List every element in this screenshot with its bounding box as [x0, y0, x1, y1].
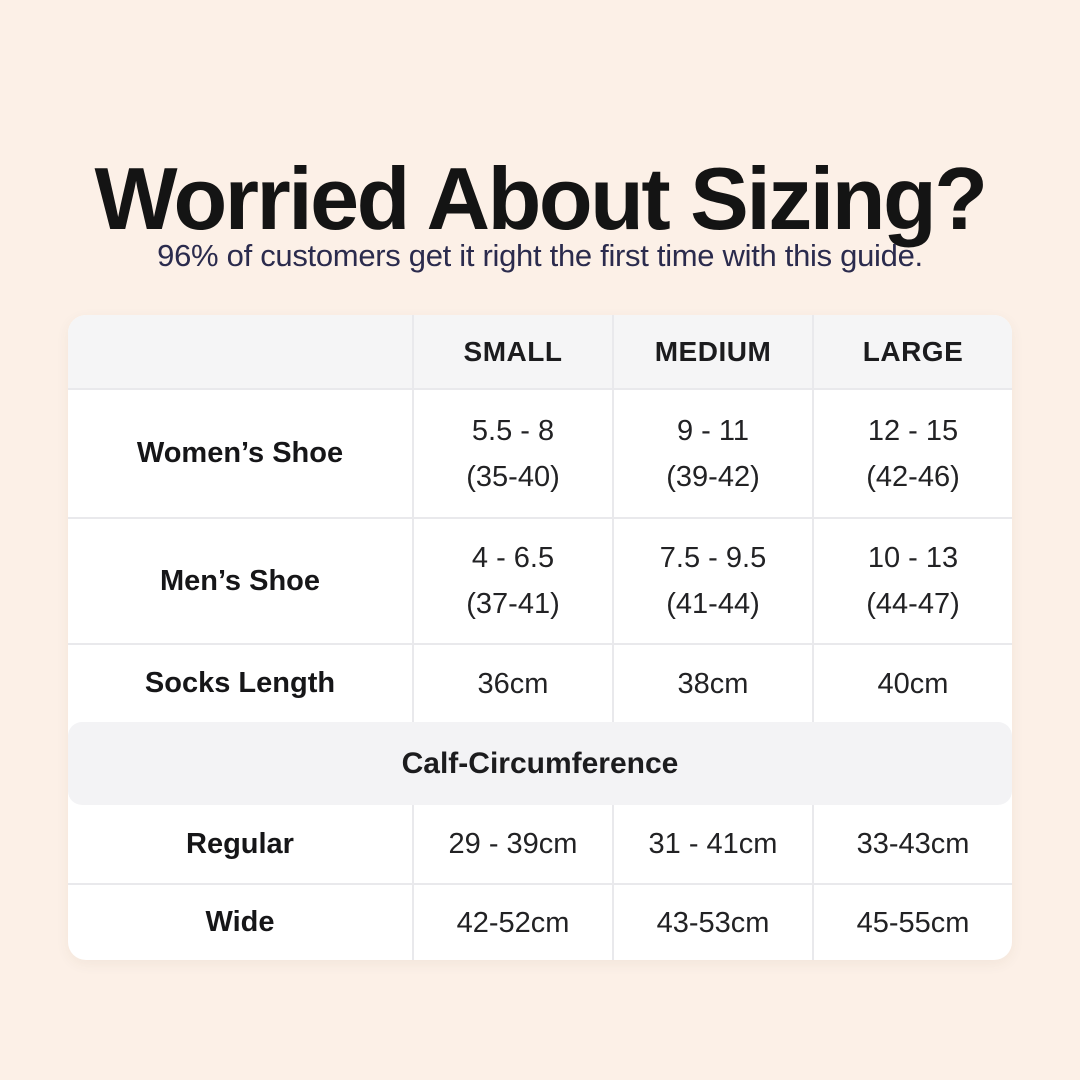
- cell-wide-large: 45-55cm: [812, 885, 1012, 960]
- cell-value: 38cm: [677, 667, 749, 700]
- cell-wide-small: 42-52cm: [412, 885, 612, 960]
- cell-value: 12 - 15: [867, 414, 959, 447]
- cell-value: 36cm: [477, 667, 549, 700]
- table-row-womens-shoe: Women’s Shoe 5.5 - 8 (35-40) 9 - 11 (39-…: [68, 388, 1012, 517]
- cell-regular-medium: 31 - 41cm: [612, 805, 812, 883]
- cell-womens-large: 12 - 15 (42-46): [812, 390, 1012, 517]
- cell-value: 7.5 - 9.5: [659, 542, 767, 574]
- page-title: Worried About Sizing?: [94, 148, 988, 248]
- row-label-cell: Women’s Shoe: [68, 390, 412, 517]
- row-label: Socks Length: [144, 667, 336, 699]
- cell-value-eu: (41-44): [666, 588, 760, 620]
- cell-value: 45-55cm: [856, 906, 970, 939]
- cell-value-eu: (44-47): [866, 588, 960, 620]
- cell-mens-medium: 7.5 - 9.5 (41-44): [612, 519, 812, 643]
- cell-value: 43-53cm: [656, 906, 770, 939]
- page-subtitle: 96% of customers get it right the first …: [157, 238, 923, 273]
- row-label: Women’s Shoe: [136, 437, 344, 469]
- cell-womens-medium: 9 - 11 (39-42): [612, 390, 812, 517]
- row-label: Men’s Shoe: [159, 564, 321, 597]
- cell-value: 9 - 11: [676, 414, 749, 447]
- header-cell-empty: [68, 315, 412, 388]
- sizing-table: SMALL MEDIUM LARGE Women’s Shoe 5.5 - 8 …: [68, 315, 1012, 960]
- row-label-cell: Men’s Shoe: [68, 519, 412, 643]
- cell-value: 31 - 41cm: [648, 828, 778, 860]
- cell-value: 29 - 39cm: [448, 828, 578, 860]
- cell-wide-medium: 43-53cm: [612, 885, 812, 960]
- cell-mens-large: 10 - 13 (44-47): [812, 519, 1012, 643]
- cell-value: 33-43cm: [856, 828, 970, 860]
- cell-value-eu: (42-46): [866, 460, 960, 493]
- cell-socks-small: 36cm: [412, 645, 612, 722]
- cell-value: 4 - 6.5: [471, 542, 555, 574]
- row-label-cell: Socks Length: [68, 645, 412, 722]
- table-row-wide: Wide 42-52cm 43-53cm 45-55cm: [68, 883, 1012, 960]
- cell-womens-small: 5.5 - 8 (35-40): [412, 390, 612, 517]
- cell-regular-large: 33-43cm: [812, 805, 1012, 883]
- cell-socks-large: 40cm: [812, 645, 1012, 722]
- row-label: Regular: [186, 827, 294, 860]
- row-label-cell: Wide: [68, 885, 412, 960]
- column-header-small: SMALL: [463, 335, 563, 367]
- cell-value: 42-52cm: [456, 906, 570, 939]
- cell-value-eu: (37-41): [466, 588, 560, 620]
- cell-value-eu: (35-40): [466, 460, 560, 493]
- table-row-socks-length: Socks Length 36cm 38cm 40cm: [68, 643, 1012, 722]
- header-cell-large: LARGE: [812, 315, 1012, 388]
- table-header-row: SMALL MEDIUM LARGE: [68, 315, 1012, 388]
- row-label-cell: Regular: [68, 805, 412, 883]
- cell-value: 40cm: [877, 667, 949, 700]
- calf-circumference-section-header: Calf-Circumference: [68, 722, 1012, 805]
- row-label: Wide: [205, 906, 275, 938]
- header-cell-medium: MEDIUM: [612, 315, 812, 388]
- cell-socks-medium: 38cm: [612, 645, 812, 722]
- column-header-large: LARGE: [862, 335, 964, 367]
- header-cell-small: SMALL: [412, 315, 612, 388]
- cell-value-eu: (39-42): [666, 460, 760, 493]
- table-row-mens-shoe: Men’s Shoe 4 - 6.5 (37-41) 7.5 - 9.5 (41…: [68, 517, 1012, 643]
- column-header-medium: MEDIUM: [654, 335, 772, 367]
- cell-value: 5.5 - 8: [471, 414, 555, 447]
- cell-mens-small: 4 - 6.5 (37-41): [412, 519, 612, 643]
- cell-regular-small: 29 - 39cm: [412, 805, 612, 883]
- section-title: Calf-Circumference: [401, 746, 679, 780]
- cell-value: 10 - 13: [867, 542, 959, 574]
- table-row-regular: Regular 29 - 39cm 31 - 41cm 33-43cm: [68, 805, 1012, 883]
